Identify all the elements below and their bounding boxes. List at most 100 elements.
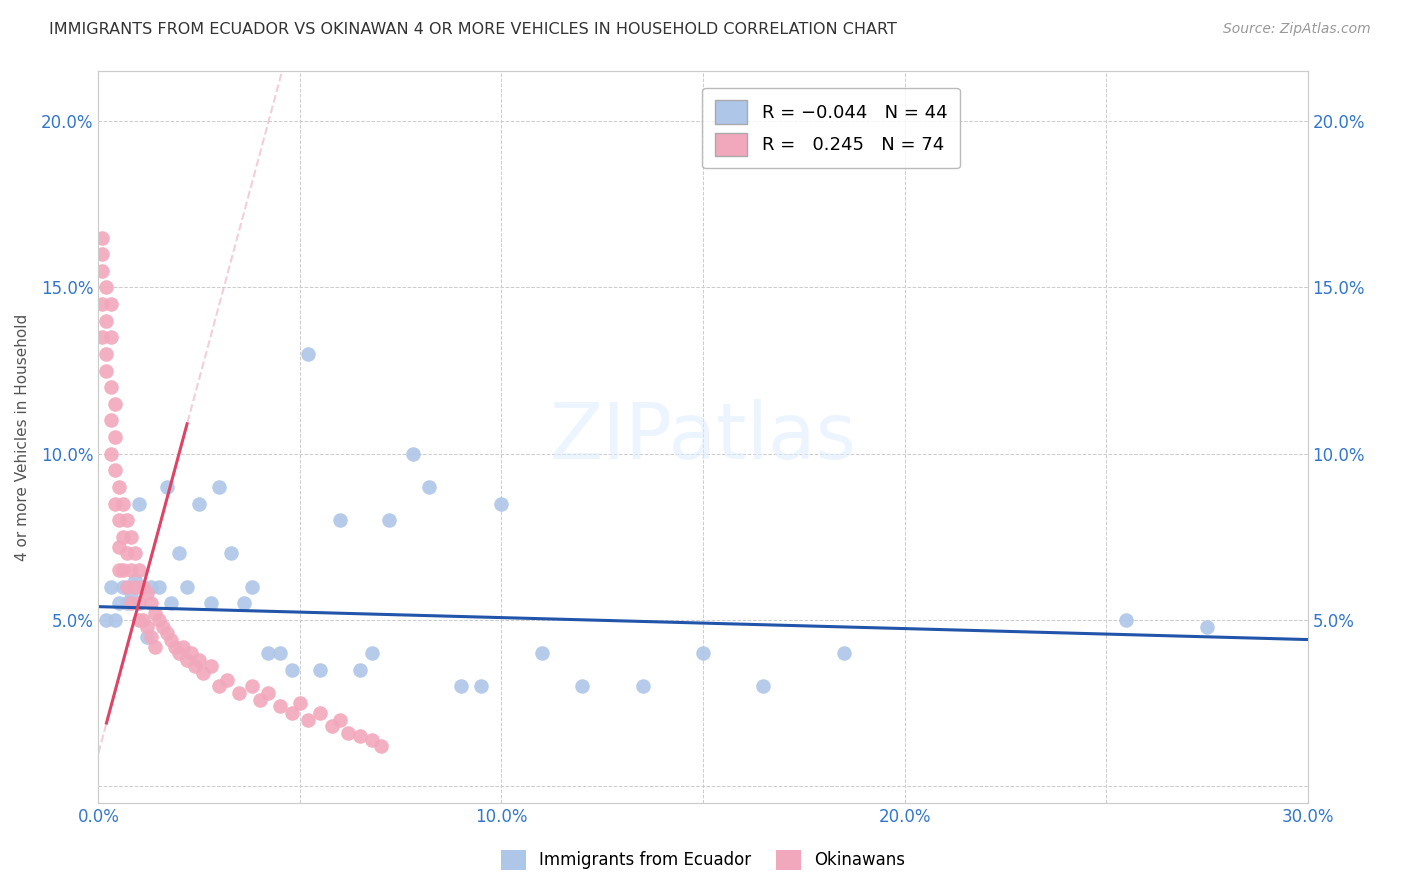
Point <box>103 497 125 511</box>
Point <box>160 632 183 647</box>
Point <box>111 497 134 511</box>
Point <box>135 630 157 644</box>
Point <box>96 280 118 294</box>
Point <box>329 513 352 527</box>
Point <box>120 596 142 610</box>
Point <box>530 646 553 660</box>
Point <box>256 686 278 700</box>
Point <box>152 619 174 633</box>
Point <box>124 546 146 560</box>
Point <box>139 630 162 644</box>
Point <box>100 447 122 461</box>
Point <box>309 663 332 677</box>
Point <box>91 247 114 261</box>
Point <box>200 596 222 610</box>
Point <box>450 680 472 694</box>
Point <box>107 540 129 554</box>
Point <box>329 713 352 727</box>
Point <box>377 513 399 527</box>
Point <box>100 580 122 594</box>
Point <box>184 659 207 673</box>
Point <box>1115 613 1137 627</box>
Point <box>143 607 166 621</box>
Point <box>309 706 332 720</box>
Point <box>148 613 170 627</box>
Point <box>349 729 371 743</box>
Point <box>96 347 118 361</box>
Point <box>103 613 125 627</box>
Point <box>128 497 150 511</box>
Point <box>103 430 125 444</box>
Point <box>832 646 855 660</box>
Point <box>631 680 654 694</box>
Point <box>128 613 150 627</box>
Point <box>156 626 179 640</box>
Point <box>124 573 146 587</box>
Point <box>249 692 271 706</box>
Point <box>120 563 142 577</box>
Point <box>288 696 311 710</box>
Point <box>100 413 122 427</box>
Point <box>188 653 211 667</box>
Point <box>111 563 134 577</box>
Point <box>208 680 231 694</box>
Point <box>200 659 222 673</box>
Point <box>103 397 125 411</box>
Point <box>176 653 198 667</box>
Point <box>337 726 360 740</box>
Point <box>103 463 125 477</box>
Point <box>107 480 129 494</box>
Point <box>172 640 194 654</box>
Point <box>107 513 129 527</box>
Point <box>96 363 118 377</box>
Legend: R = −0.044   N = 44, R =   0.245   N = 74: R = −0.044 N = 44, R = 0.245 N = 74 <box>702 87 960 169</box>
Point <box>692 646 714 660</box>
Point <box>297 347 319 361</box>
Point <box>349 663 371 677</box>
Point <box>111 530 134 544</box>
Point <box>491 497 513 511</box>
Point <box>208 480 231 494</box>
Point <box>100 297 122 311</box>
Point <box>297 713 319 727</box>
Point <box>91 230 114 244</box>
Point <box>100 380 122 394</box>
Point <box>100 330 122 344</box>
Point <box>167 546 190 560</box>
Point <box>269 699 291 714</box>
Point <box>96 314 118 328</box>
Point <box>160 596 183 610</box>
Point <box>1195 619 1218 633</box>
Text: IMMIGRANTS FROM ECUADOR VS OKINAWAN 4 OR MORE VEHICLES IN HOUSEHOLD CORRELATION : IMMIGRANTS FROM ECUADOR VS OKINAWAN 4 OR… <box>49 22 897 37</box>
Point <box>120 586 142 600</box>
Point <box>281 706 304 720</box>
Point <box>370 739 392 754</box>
Point <box>115 546 138 560</box>
Point <box>135 619 157 633</box>
Point <box>402 447 425 461</box>
Point <box>91 297 114 311</box>
Point <box>96 613 118 627</box>
Point <box>115 580 138 594</box>
Point <box>132 580 155 594</box>
Point <box>232 596 254 610</box>
Point <box>361 732 384 747</box>
Point <box>135 586 157 600</box>
Point <box>180 646 202 660</box>
Point <box>256 646 278 660</box>
Point <box>156 480 179 494</box>
Point <box>115 596 138 610</box>
Point <box>107 596 129 610</box>
Text: Source: ZipAtlas.com: Source: ZipAtlas.com <box>1223 22 1371 37</box>
Point <box>163 640 186 654</box>
Point <box>281 663 304 677</box>
Point <box>91 264 114 278</box>
Point <box>115 513 138 527</box>
Point <box>752 680 775 694</box>
Point <box>269 646 291 660</box>
Legend: Immigrants from Ecuador, Okinawans: Immigrants from Ecuador, Okinawans <box>494 843 912 877</box>
Point <box>240 680 263 694</box>
Point <box>188 497 211 511</box>
Point <box>240 580 263 594</box>
Point <box>470 680 492 694</box>
